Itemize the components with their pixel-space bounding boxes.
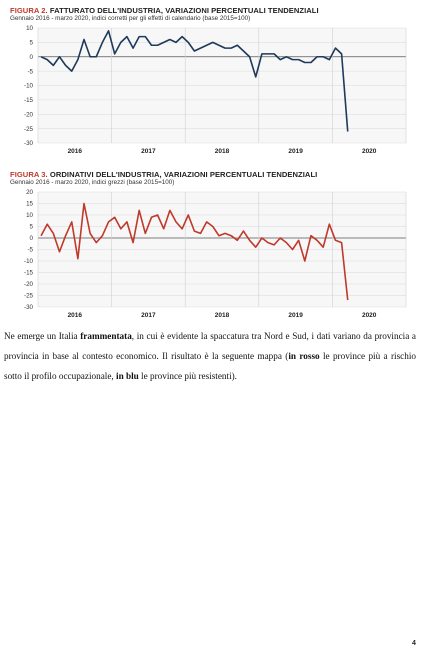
- chart1-ytick-label: 5: [30, 40, 34, 47]
- chart1-year-label: 2019: [288, 148, 303, 155]
- figure-2-title: FIGURA 2. FATTURATO DELL'INDUSTRIA, VARI…: [10, 6, 414, 15]
- body-text-4: le province più resistenti).: [138, 371, 237, 381]
- chart1-year-label: 2016: [68, 148, 83, 155]
- chart2-ytick-label: -5: [27, 247, 33, 254]
- chart2-ytick-label: -20: [24, 281, 34, 288]
- figure-3-title-text: ORDINATIVI DELL'INDUSTRIA, VARIAZIONI PE…: [49, 170, 318, 179]
- figure-2-number: FIGURA 2.: [10, 6, 48, 15]
- chart2-ytick-label: 0: [30, 235, 34, 242]
- figure-3-chart: 20 15 10 5 0 -5 -10 -15 -20 -25 -30 2016 2017 2018 201…: [24, 189, 407, 319]
- chart2-year-label: 2016: [68, 312, 83, 319]
- chart2-ytick-label: 5: [30, 224, 34, 231]
- chart1-year-label: 2018: [215, 148, 230, 155]
- figure-2-subtitle: Gennaio 2016 - marzo 2020, indici corret…: [10, 15, 251, 22]
- chart1-ytick-label: 0: [30, 54, 34, 61]
- chart1-year-label: 2020: [362, 148, 377, 155]
- chart1-ytick-label: -30: [24, 140, 34, 147]
- chart1-ytick-label: -25: [24, 126, 34, 133]
- body-text-3: le province più a rischio sotto il profi…: [4, 351, 416, 381]
- chart1-ytick-label: -10: [24, 83, 34, 90]
- chart2-ytick-label: -15: [24, 270, 34, 277]
- body-text-1: Ne emerge un Italia: [4, 331, 81, 341]
- chart2-year-label: 2017: [141, 312, 156, 319]
- chart1-ytick-label: -5: [27, 68, 33, 75]
- chart1-ytick-label: -20: [24, 111, 34, 118]
- chart2-ytick-label: -30: [24, 304, 34, 311]
- figure-3-number: FIGURA 3.: [10, 170, 48, 179]
- chart2-year-label: 2018: [215, 312, 230, 319]
- chart2-year-label: 2020: [362, 312, 377, 319]
- chart1-ytick-label: 10: [26, 25, 33, 32]
- figure-3: FIGURA 3. ORDINATIVI DELL'INDUSTRIA, VAR…: [10, 170, 414, 321]
- page-number: 4: [412, 640, 416, 647]
- chart2-ytick-label: 10: [26, 212, 33, 219]
- figure-3-title: FIGURA 3. ORDINATIVI DELL'INDUSTRIA, VAR…: [10, 170, 414, 179]
- figure-2-title-text: FATTURATO DELL'INDUSTRIA, VARIAZIONI PER…: [49, 6, 319, 15]
- chart1-ytick-label: -15: [24, 97, 34, 104]
- chart1-year-label: 2017: [141, 148, 156, 155]
- body-text-bold-1: frammentata: [80, 331, 132, 341]
- chart2-ytick-label: -25: [24, 293, 34, 300]
- figure-2: FIGURA 2. FATTURATO DELL'INDUSTRIA, VARI…: [10, 6, 414, 157]
- body-text-bold-2: in rosso: [288, 351, 320, 361]
- body-paragraph: Ne emerge un Italia frammentata, in cui …: [4, 326, 416, 386]
- body-text-bold-3: in blu: [116, 371, 139, 381]
- chart2-year-label: 2019: [288, 312, 303, 319]
- figure-2-chart: 10 5 0 -5 -10 -15 -20 -25 -30 2016 2017 2018 2019 202…: [24, 25, 407, 155]
- chart2-ytick-label: 20: [26, 189, 33, 196]
- body-text-2: , in cui è evidente la spaccatura tra No…: [4, 331, 417, 361]
- figure-3-subtitle: Gennaio 2016 - marzo 2020, indici grezzi…: [10, 179, 175, 186]
- chart2-ytick-label: 15: [26, 201, 33, 208]
- chart2-ytick-label: -10: [24, 258, 34, 265]
